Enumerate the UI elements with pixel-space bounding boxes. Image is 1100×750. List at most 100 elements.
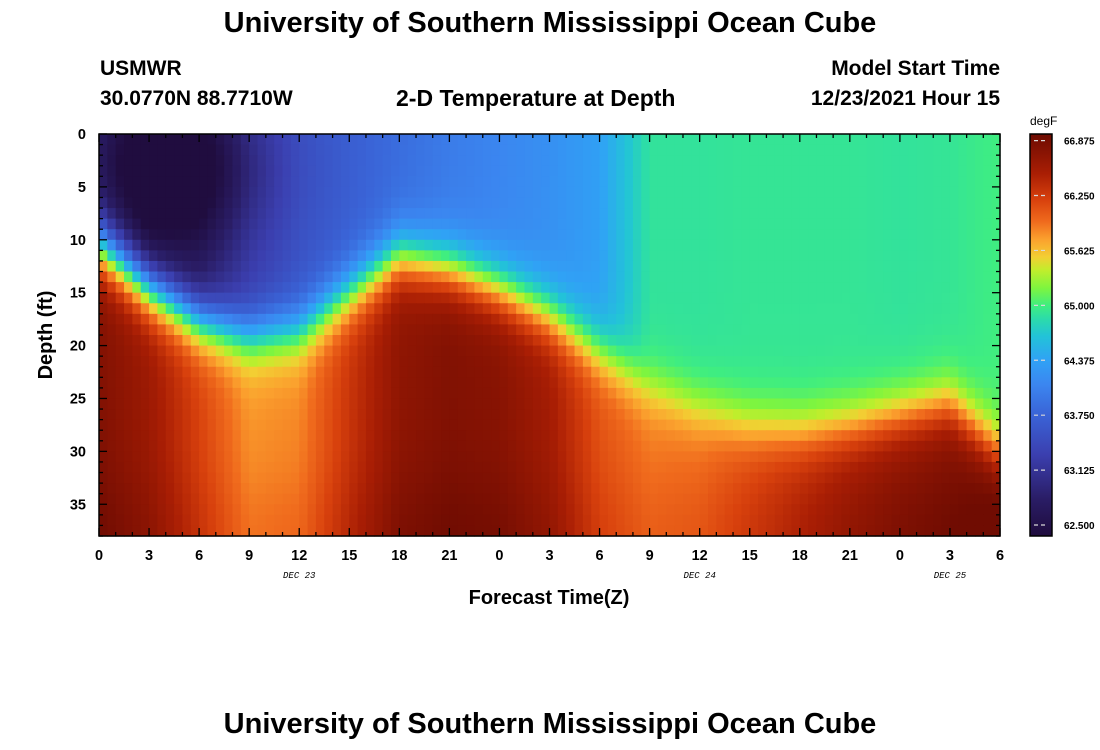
- heat-cell: [958, 208, 968, 220]
- heat-cell: [824, 335, 834, 347]
- heat-cell: [624, 525, 634, 537]
- heat-cell: [557, 461, 567, 474]
- heat-cell: [624, 165, 634, 177]
- heat-cell: [282, 377, 292, 389]
- heat-cell: [899, 292, 909, 304]
- heat-cell: [441, 504, 450, 516]
- heat-cell: [132, 377, 142, 389]
- heat-cell: [791, 176, 801, 188]
- heat-cell: [557, 260, 567, 273]
- heat-cell: [115, 229, 125, 241]
- heat-cell: [941, 144, 951, 156]
- heat-cell: [616, 324, 626, 336]
- heat-cell: [324, 472, 334, 484]
- heat-cell: [624, 377, 634, 389]
- heat-cell: [124, 313, 133, 326]
- heat-cell: [741, 472, 751, 484]
- heat-cell: [716, 504, 726, 516]
- heat-cell: [107, 419, 117, 431]
- heat-cell: [791, 208, 801, 220]
- heat-cell: [808, 514, 818, 527]
- heat-cell: [616, 229, 626, 241]
- heat-cell: [491, 335, 501, 347]
- heat-cell: [974, 356, 984, 368]
- heat-cell: [99, 250, 108, 262]
- heat-cell: [507, 271, 517, 283]
- heat-cell: [849, 250, 859, 262]
- heat-cell: [174, 292, 184, 304]
- heat-cell: [699, 313, 709, 326]
- heat-cell: [249, 440, 259, 452]
- heat-cell: [874, 239, 884, 251]
- heat-cell: [716, 483, 726, 495]
- heat-cell: [632, 419, 642, 431]
- heat-cell: [849, 504, 859, 516]
- heat-cell: [357, 419, 367, 431]
- heat-cell: [657, 461, 667, 474]
- heat-cell: [949, 197, 959, 209]
- heat-cell: [107, 377, 117, 389]
- heat-cell: [991, 377, 1001, 389]
- heat-cell: [315, 260, 325, 273]
- heat-cell: [124, 356, 133, 368]
- heat-cell: [174, 440, 184, 452]
- heat-cell: [357, 144, 367, 156]
- heat-cell: [499, 387, 509, 400]
- heat-cell: [315, 176, 325, 188]
- heat-cell: [708, 366, 717, 378]
- heat-cell: [741, 430, 751, 442]
- heat-cell: [874, 165, 884, 177]
- heat-cell: [524, 345, 534, 357]
- heat-cell: [566, 409, 576, 421]
- heat-cell: [866, 440, 876, 452]
- heat-cell: [916, 282, 926, 294]
- heat-cell: [290, 186, 300, 199]
- heat-cell: [399, 260, 409, 273]
- heat-cell: [132, 250, 142, 262]
- heat-cell: [507, 303, 517, 315]
- heat-cell: [107, 271, 117, 283]
- heat-cell: [549, 292, 559, 304]
- heat-cell: [541, 335, 551, 347]
- heat-cell: [507, 440, 517, 452]
- heat-cell: [582, 430, 592, 442]
- colorbar-tick-label: 65.000: [1064, 301, 1095, 312]
- heat-cell: [916, 313, 926, 326]
- heat-cell: [632, 472, 642, 484]
- heat-cell: [240, 239, 250, 251]
- heat-cell: [357, 313, 367, 326]
- heat-cell: [541, 345, 551, 357]
- heat-cell: [599, 324, 609, 336]
- heat-cell: [165, 229, 175, 241]
- heat-cell: [949, 387, 959, 400]
- heat-cell: [674, 229, 684, 241]
- heat-cell: [190, 451, 200, 463]
- heat-cell: [657, 186, 667, 199]
- heat-cell: [708, 208, 717, 220]
- heat-cell: [449, 461, 459, 474]
- heat-cell: [257, 430, 267, 442]
- heat-cell: [966, 292, 976, 304]
- heat-cell: [883, 398, 893, 410]
- heat-cell: [157, 504, 167, 516]
- heat-cell: [516, 430, 526, 442]
- heat-cell: [599, 366, 609, 378]
- heat-cell: [249, 208, 259, 220]
- x-tick-label: 3: [545, 548, 553, 564]
- heat-cell: [607, 461, 617, 474]
- heat-cell: [232, 144, 242, 156]
- heat-cell: [874, 303, 884, 315]
- heat-cell: [682, 282, 692, 294]
- heat-cell: [574, 493, 584, 505]
- heat-cell: [382, 356, 392, 368]
- heat-cell: [666, 409, 676, 421]
- heat-cell: [908, 483, 918, 495]
- heat-cell: [858, 504, 868, 516]
- heat-cell: [582, 218, 592, 230]
- heat-cell: [691, 186, 701, 199]
- heat-cell: [657, 377, 667, 389]
- heat-cell: [124, 430, 133, 442]
- heat-cell: [124, 239, 133, 251]
- heat-cell: [799, 525, 809, 537]
- heat-cell: [207, 387, 217, 400]
